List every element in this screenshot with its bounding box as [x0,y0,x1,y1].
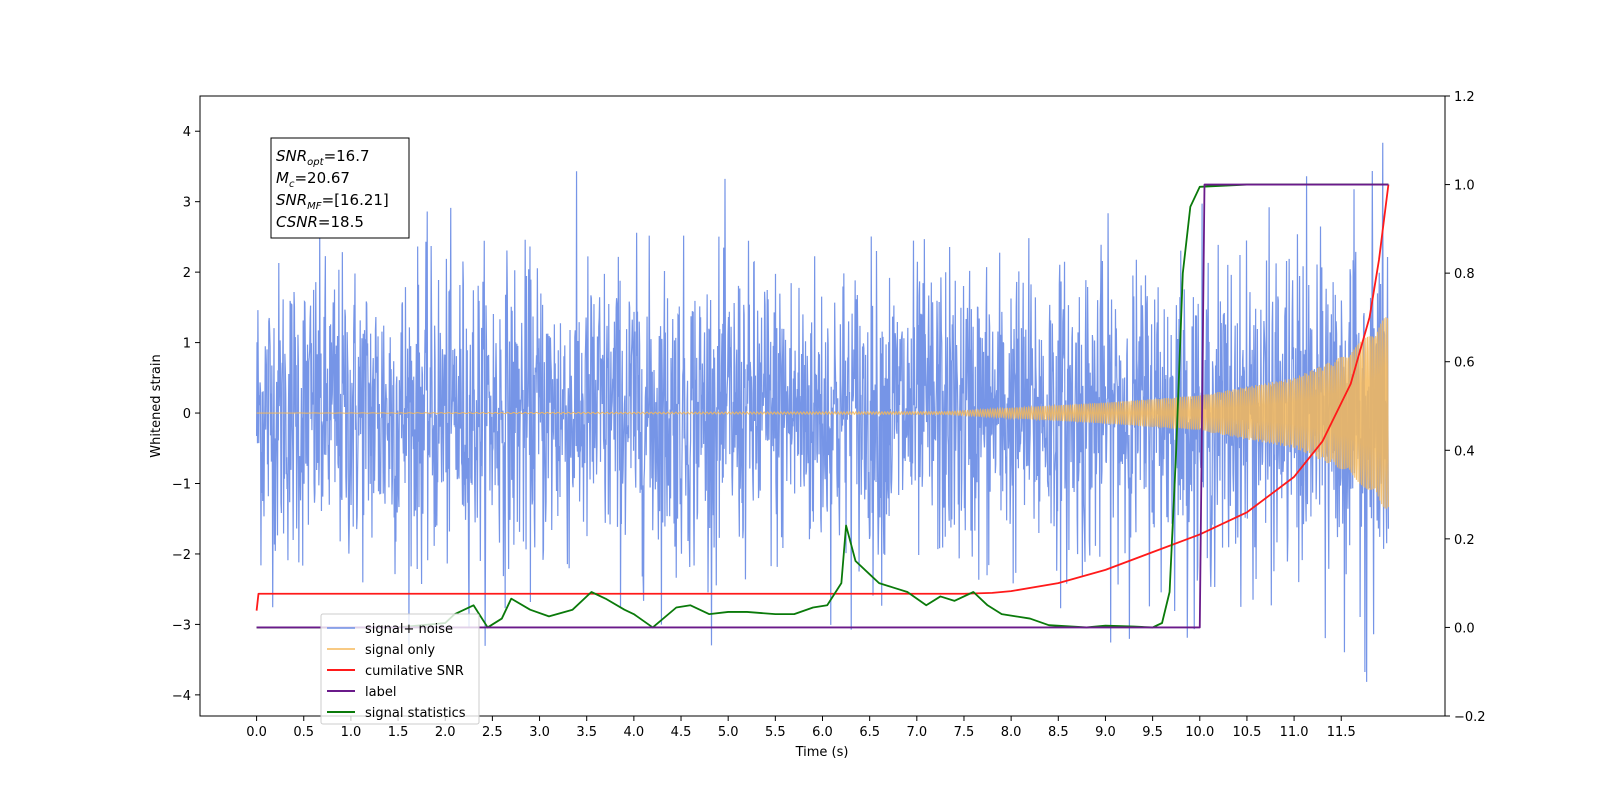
x-tick-label-15: 7.5 [954,725,975,740]
series-label [256,183,1389,629]
annotation-line-1: Mc=20.67 [276,169,350,190]
x-tick-label-18: 9.0 [1095,725,1116,740]
y-tick-label-2: −2 [172,548,191,563]
y-tick-label-3: −1 [172,478,191,493]
x-tick-label-16: 8.0 [1001,725,1022,740]
x-tick-label-1: 0.5 [293,725,314,740]
x-tick-label-19: 9.5 [1142,725,1163,740]
legend-label-2: cumilative SNR [365,664,464,679]
series-layer [255,142,1390,682]
y-axis-label: Whitened strain [149,354,164,457]
y2-tick-label-3: 0.4 [1454,444,1475,459]
annotation-frame [270,137,410,239]
y-axis-left: −4 −3 −2 −1 0 1 2 3 4 [172,125,200,704]
y2-tick-label-2: 0.2 [1454,533,1475,548]
x-tick-label-8: 4.0 [624,725,645,740]
x-tick-label-6: 3.0 [529,725,550,740]
y2-tick-label-0: −0.2 [1454,710,1486,725]
annotation-line-0: SNRopt=16.7 [276,147,370,168]
legend-label-1: signal only [365,643,435,658]
x-tick-label-10: 5.0 [718,725,739,740]
y-tick-label-7: 3 [183,196,191,211]
series-cumilative-snr [255,184,1390,611]
x-tick-label-11: 5.5 [765,725,786,740]
legend-label-0: signal+ noise [365,622,453,637]
y2-tick-label-5: 0.8 [1454,267,1475,282]
y-tick-label-0: −4 [172,689,191,704]
x-tick-label-9: 4.5 [671,725,692,740]
y2-tick-label-7: 1.2 [1454,90,1475,105]
x-tick-label-13: 6.5 [859,725,880,740]
x-tick-label-4: 2.0 [435,725,456,740]
legend-frame [320,613,480,725]
y-axis-right: −0.2 0.0 0.2 0.4 0.6 0.8 1.0 1.2 [1445,90,1486,725]
x-tick-label-17: 8.5 [1048,725,1069,740]
y-tick-label-5: 1 [183,337,191,352]
annotation-line-3: CSNR=18.5 [276,213,364,231]
stats-annotation-box: SNRopt=16.7Mc=20.67SNRMF=[16.21]CSNR=18.… [270,137,410,239]
annotation-line-2: SNRMF=[16.21] [276,191,389,212]
x-tick-label-22: 11.0 [1280,725,1309,740]
x-tick-label-20: 10.0 [1185,725,1214,740]
series-signal-noise [255,142,1390,682]
x-tick-label-12: 6.0 [812,725,833,740]
x-tick-label-14: 7.0 [906,725,927,740]
legend-label-4: signal statistics [365,706,466,721]
y-tick-label-8: 4 [183,125,191,140]
x-axis: 0.0 0.5 1.0 1.5 2.0 2.5 3.0 3.5 4.0 4.5 5.0 5.5 6.0 6… [246,716,1356,740]
x-tick-label-21: 10.5 [1232,725,1261,740]
y2-tick-label-4: 0.6 [1454,356,1475,371]
y-tick-label-1: −3 [172,618,191,633]
y-tick-label-4: 0 [183,407,191,422]
x-axis-label: Time (s) [795,745,849,760]
legend-label-3: label [365,685,396,700]
legend: signal+ noise signal only cumilative SNR la… [320,613,480,725]
series-signal-only [256,317,1389,509]
x-tick-label-5: 2.5 [482,725,503,740]
x-tick-label-0: 0.0 [246,725,267,740]
x-tick-label-7: 3.5 [576,725,597,740]
x-tick-label-23: 11.5 [1327,725,1356,740]
y2-tick-label-6: 1.0 [1454,179,1475,194]
y2-tick-label-1: 0.0 [1454,621,1475,636]
x-tick-label-2: 1.0 [341,725,362,740]
x-tick-label-3: 1.5 [388,725,409,740]
y-tick-label-6: 2 [183,266,191,281]
